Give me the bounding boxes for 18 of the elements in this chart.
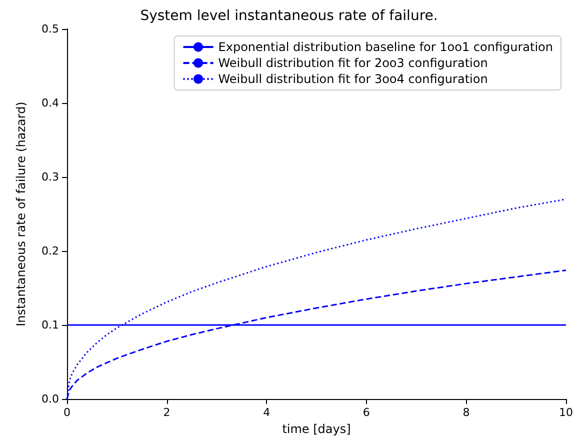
legend-label: Exponential distribution baseline for 1oo1 configuration <box>218 40 553 54</box>
y-tick-label: 0.1 <box>42 318 59 332</box>
x-tick-label: 6 <box>362 406 370 419</box>
legend-label: Weibull distribution fit for 2oo3 configuration <box>218 56 488 70</box>
y-tick-label: 0.3 <box>42 170 59 184</box>
y-tick-label: 0.4 <box>42 96 59 110</box>
x-axis-title: time [days] <box>282 422 351 436</box>
legend-label: Weibull distribution fit for 3oo4 configuration <box>218 72 488 86</box>
y-axis-title: Instantaneous rate of failure (hazard) <box>14 102 28 326</box>
x-tick-label: 0 <box>64 406 70 419</box>
chart-title: System level instantaneous rate of failure. <box>140 8 438 24</box>
y-tick-label: 0.2 <box>42 244 59 258</box>
y-tick-label: 0.5 <box>42 22 59 36</box>
y-tick-label: 0.0 <box>42 392 59 406</box>
x-tick-label: 10 <box>559 406 573 419</box>
x-tick-label: 2 <box>163 406 170 419</box>
x-tick-label: 8 <box>462 406 470 419</box>
x-tick-label: 4 <box>263 406 270 419</box>
